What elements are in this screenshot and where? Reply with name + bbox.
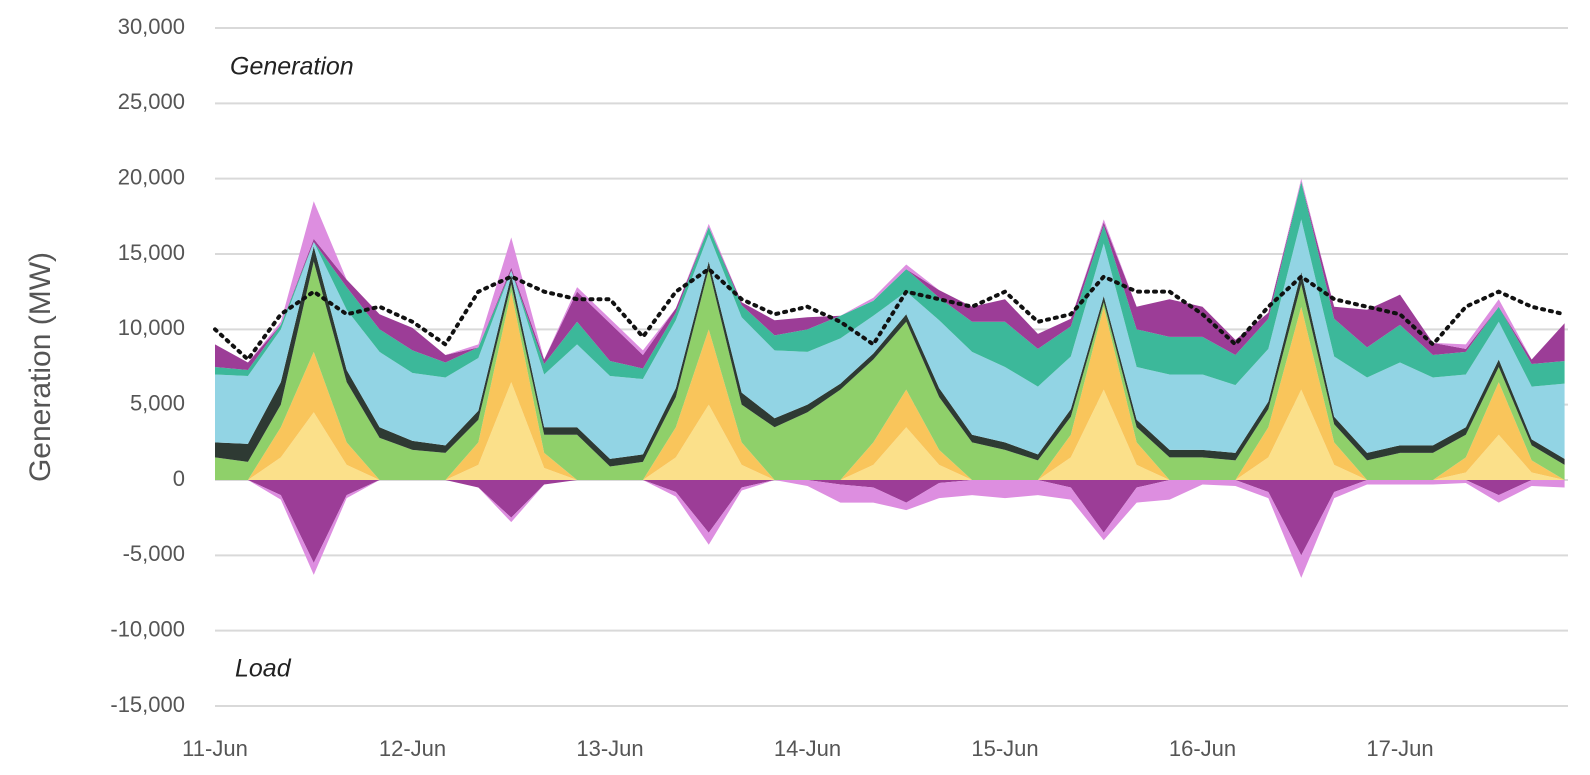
y-axis-label: Generation (MW) [24, 252, 57, 482]
area-series [215, 480, 1565, 563]
area-series [215, 291, 1565, 480]
area-series [215, 181, 1565, 371]
area-series [215, 261, 1565, 480]
annotation: Load [235, 655, 292, 683]
y-tick-label: 5,000 [130, 390, 185, 415]
x-tick-label: 13-Jun [576, 736, 643, 761]
y-tick-label: 10,000 [118, 315, 185, 340]
area-series [215, 480, 1565, 578]
annotation: Generation [230, 53, 354, 81]
area-series [215, 219, 1565, 459]
x-tick-label: 14-Jun [774, 736, 841, 761]
y-tick-label: 20,000 [118, 164, 185, 189]
y-tick-label: 25,000 [118, 89, 185, 114]
areas [213, 178, 1567, 578]
area-series [215, 181, 1565, 387]
area-series [215, 382, 1565, 480]
y-tick-label: 30,000 [118, 14, 185, 39]
x-tick-label: 16-Jun [1169, 736, 1236, 761]
y-tick-label: -5,000 [123, 541, 185, 566]
y-tick-label: -10,000 [110, 616, 185, 641]
labels: -15,000 -10,000 -5,000 0 5,000 10,000 15,000 20… [110, 14, 1433, 761]
y-tick-label: 15,000 [118, 240, 185, 265]
y-tick-label: -15,000 [110, 692, 185, 717]
x-tick-label: 12-Jun [379, 736, 446, 761]
y-tick-label: 0 [173, 466, 185, 491]
x-tick-label: 15-Jun [971, 736, 1038, 761]
line-series [213, 266, 1567, 363]
x-tick-label: 17-Jun [1366, 736, 1433, 761]
x-tick-label: 11-Jun [182, 736, 248, 761]
